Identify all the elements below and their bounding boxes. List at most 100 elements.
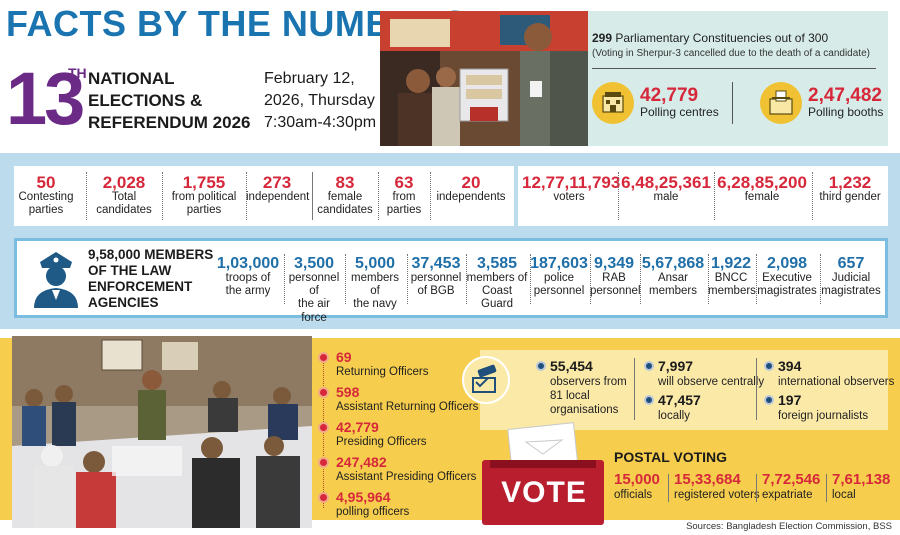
ballot-box-label: VOTE [501, 476, 587, 509]
law-value: 5,67,868 [641, 255, 705, 272]
polling-centres-label: Polling centres [640, 105, 719, 119]
stat-label: from political [171, 191, 237, 203]
law-label: magistrates [821, 285, 881, 298]
polling-booths-value: 2,47,482 [808, 85, 882, 106]
stat-value: 50 [36, 173, 56, 192]
law-rab: 9,349 RAB personnel [590, 256, 641, 298]
law-value: 187,603 [530, 255, 588, 272]
stat-divider [86, 172, 87, 220]
constituency-text: 299 Parliamentary Constituencies out of … [592, 31, 829, 46]
photo-polling-official [380, 11, 588, 146]
stat-value: 6,28,85,200 [717, 173, 807, 192]
postal-local: 7,61,138 local [832, 472, 892, 502]
observers-international: 394 international observers [764, 358, 894, 388]
sources-footnote: Sources: Bangladesh Election Commission,… [686, 521, 892, 532]
stat-female-independents: 20 independents [432, 174, 510, 204]
law-divider [708, 254, 709, 304]
postal-label: expatriate [762, 489, 813, 501]
law-label: magistrates [757, 285, 817, 298]
bullet-icon [318, 387, 329, 398]
law-enforcement-box [14, 238, 888, 318]
bullet-icon [764, 361, 774, 371]
stat-divider [246, 172, 247, 220]
officer-label: polling officers [336, 506, 410, 518]
law-divider [820, 254, 821, 304]
law-divider [590, 254, 591, 304]
postal-divider [756, 474, 757, 502]
bullet-icon [318, 457, 329, 468]
postal-value: 15,000 [614, 471, 660, 488]
stat-label: male [653, 191, 679, 203]
law-army: 1,03,000 troops of the army [214, 256, 282, 298]
stat-divider [618, 172, 619, 220]
postal-registered-voters: 15,33,684 registered voters [674, 471, 760, 502]
stat-label: Total [111, 191, 137, 203]
law-label: Coast Guard [481, 285, 513, 311]
law-bgb: 37,453 personnel of BGB [408, 256, 464, 298]
stat-male-voters: 6,48,25,361 male [620, 174, 712, 204]
observer-label: organisations [550, 404, 619, 416]
law-coast-guard: 3,585 members of Coast Guard [466, 256, 528, 312]
law-label: members [649, 285, 697, 298]
stat-label: third gender [819, 191, 881, 203]
stat-label: voters [553, 191, 585, 203]
event-title-line1: NATIONAL [88, 69, 175, 88]
law-divider [407, 254, 408, 304]
postal-expatriate: 7,72,546 expatriate [762, 472, 828, 502]
stat-value: 1,232 [828, 173, 872, 192]
officer-label: Returning Officers [336, 366, 429, 378]
stat-label: from [392, 191, 416, 203]
observer-label: locally [658, 410, 690, 422]
observers-journalists: 197 foreign journalists [764, 392, 886, 422]
stat-divider [162, 172, 163, 220]
officer-value: 247,482 [336, 454, 387, 470]
postal-value: 15,33,684 [674, 471, 741, 488]
stat-label: independent [246, 191, 310, 203]
stat-value: 63 [394, 173, 414, 192]
stat-divider [714, 172, 715, 220]
date-line2: 2026, Thursday [264, 92, 375, 109]
officer-label: Assistant Presiding Officers [336, 471, 477, 483]
law-value: 37,453 [411, 255, 461, 272]
photo-vote-counting [12, 336, 312, 528]
stat-label: candidates [317, 204, 373, 217]
centres-booths-divider [732, 82, 733, 124]
law-label: the navy [353, 298, 397, 311]
law-title-line4: AGENCIES [88, 295, 159, 310]
law-title-line1: 9,58,000 MEMBERS [88, 247, 214, 262]
postal-voting-title: POSTAL VOTING [614, 449, 728, 465]
law-divider [345, 254, 346, 304]
law-navy: 5,000 members of the navy [346, 256, 404, 312]
law-title-line3: ENFORCEMENT [88, 279, 193, 294]
observers-local: 55,454 observers from 81 local organisat… [536, 358, 636, 424]
stat-third-gender-voters: 1,232 third gender [814, 174, 886, 204]
postal-value: 7,61,138 [832, 471, 891, 488]
date-line1: February 12, [264, 70, 355, 87]
observers-locally: 47,457 locally [644, 392, 754, 422]
stat-label: parties [28, 204, 64, 217]
law-value: 657 [837, 255, 865, 272]
postal-label: registered voters [674, 489, 760, 501]
observer-label: 81 local [550, 390, 590, 402]
law-value: 5,000 [354, 255, 396, 272]
observer-label: will observe centrally [658, 376, 765, 388]
postal-divider [668, 474, 669, 502]
law-police: 187,603 police personnel [530, 256, 588, 298]
polling-centres-value: 42,779 [640, 85, 699, 106]
law-label: of BGB [417, 285, 455, 298]
observer-value: 7,997 [658, 358, 694, 374]
ballot-box-icon [760, 82, 802, 124]
stat-divider [378, 172, 379, 220]
law-judicial-magistrates: 657 Judicial magistrates [820, 256, 882, 298]
officer-value: 4,95,964 [336, 489, 391, 505]
stat-label: independents [436, 191, 506, 203]
stat-female-from-parties: 63 from parties [380, 174, 428, 217]
law-bncc: 1,922 BNCC members [708, 256, 756, 298]
law-air-force: 3,500 personnel of the air force [285, 256, 343, 325]
constituency-label: Parliamentary Constituencies out of 300 [615, 31, 829, 45]
stat-value: 20 [461, 173, 481, 192]
stat-label: candidates [96, 204, 152, 217]
stat-voters: 12,77,11,793 voters [522, 174, 620, 204]
law-divider [756, 254, 757, 304]
officers-list: 69 Returning Officers 598 Assistant Retu… [318, 348, 478, 520]
